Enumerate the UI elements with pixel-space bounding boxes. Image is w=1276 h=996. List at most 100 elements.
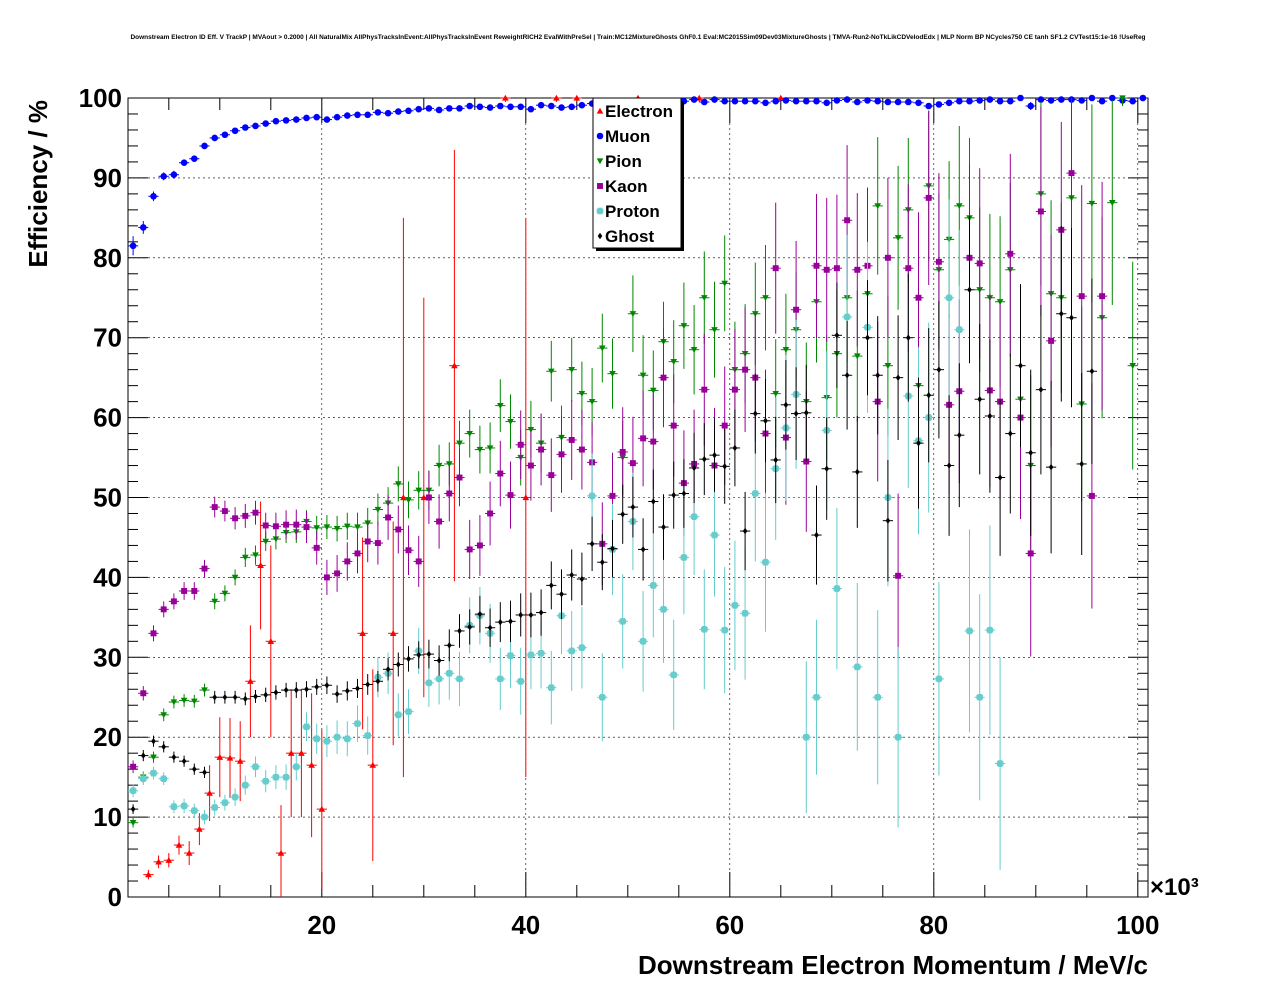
ghost-point [281, 682, 292, 698]
ghost-point [128, 804, 139, 814]
ghost-point [576, 552, 587, 606]
kaon-point [434, 494, 445, 549]
kaon-point [311, 531, 322, 565]
pion-point [342, 512, 353, 540]
ghost-point [678, 459, 689, 528]
proton-point [811, 619, 822, 775]
muon-point [770, 97, 781, 105]
proton-point [260, 769, 271, 793]
electron-point [571, 94, 582, 102]
kaon-point [668, 374, 679, 477]
proton-point [515, 647, 526, 715]
pion-point [393, 466, 404, 502]
ghost-point [250, 690, 261, 703]
proton-point [709, 473, 720, 597]
pion-point [760, 245, 771, 351]
electron-point [500, 94, 511, 102]
muon-point [1076, 97, 1087, 104]
ghost-point [219, 690, 230, 704]
legend-label: Kaon [605, 177, 648, 196]
proton-point [566, 610, 577, 691]
y-axis-label: Efficiency / % [23, 100, 53, 268]
pion-point [230, 569, 241, 586]
muon-point [321, 116, 332, 123]
electron-point [194, 813, 205, 846]
kaon-point [158, 601, 169, 618]
ghost-point [862, 280, 873, 396]
ghost-point [882, 459, 893, 582]
ghost-point [597, 534, 608, 591]
ghost-point [933, 300, 944, 439]
muon-point [434, 106, 445, 114]
proton-point [546, 650, 557, 725]
electron-point [306, 693, 317, 838]
ghost-point [413, 641, 424, 669]
legend-entry-proton: Proton [596, 202, 660, 221]
muon-point [291, 116, 302, 123]
series-proton [128, 199, 1006, 870]
y-tick-label: 100 [79, 83, 122, 113]
muon-point [689, 96, 700, 103]
pion-point [168, 695, 179, 709]
proton-point [219, 794, 230, 811]
kaon-point [230, 507, 241, 530]
kaon-point [740, 307, 751, 432]
muon-point [525, 105, 536, 113]
ghost-point [1046, 380, 1057, 554]
muon-point [372, 109, 383, 116]
ghost-point [831, 282, 842, 389]
ghost-point [515, 593, 526, 637]
ghost-point [750, 373, 761, 454]
pion-point [199, 683, 210, 697]
kaon-point [301, 511, 312, 544]
pion-point [219, 585, 230, 602]
electron-point [551, 94, 562, 102]
proton-point [168, 800, 179, 814]
ghost-point [1066, 228, 1077, 408]
legend-box [592, 97, 682, 249]
chart-title: Downstream Electron ID Eff. V TrackP | M… [130, 34, 1146, 41]
ghost-point [311, 678, 322, 695]
muon-point [791, 97, 802, 105]
ghost-point [199, 766, 210, 778]
muon-point [505, 103, 516, 111]
ghost-point [372, 670, 383, 692]
ghost-point [740, 491, 751, 571]
proton-point [209, 799, 220, 816]
ghost-point [454, 614, 465, 648]
kaon-point [852, 193, 863, 347]
ghost-point [627, 476, 638, 538]
muon-point [1137, 94, 1148, 102]
muon-point [576, 101, 587, 109]
ghost-point [872, 316, 883, 435]
pion-point [505, 394, 516, 449]
proton-point [893, 646, 904, 828]
proton-point [454, 651, 465, 707]
kaon-point [342, 542, 353, 581]
kaon-point [362, 520, 373, 563]
muon-point [974, 97, 985, 104]
y-tick-label: 70 [93, 323, 122, 353]
muon-point [1015, 94, 1026, 102]
pion-point [566, 337, 577, 402]
proton-point [852, 582, 863, 751]
kaon-point [291, 509, 302, 540]
muon-point [842, 96, 853, 103]
ghost-point [332, 685, 343, 703]
pion-point [872, 137, 883, 275]
ghost-point [719, 428, 730, 504]
electron-point [449, 149, 460, 582]
kaon-point [658, 328, 669, 428]
ghost-point [393, 652, 404, 677]
kaon-point [281, 510, 292, 540]
muon-point [199, 142, 210, 150]
muon-point [281, 117, 292, 124]
ghost-point [566, 549, 577, 601]
ghost-point [1056, 225, 1067, 402]
proton-point [138, 772, 149, 786]
pion-point [332, 515, 343, 542]
muon-point [1046, 97, 1057, 104]
muon-point [270, 117, 281, 125]
ghost-point [189, 763, 200, 775]
